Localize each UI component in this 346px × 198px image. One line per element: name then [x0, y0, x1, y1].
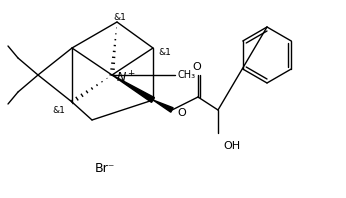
Text: $N^+$: $N^+$	[116, 70, 136, 86]
Text: O: O	[177, 108, 186, 118]
Text: &1: &1	[113, 12, 126, 22]
Polygon shape	[112, 75, 154, 102]
Text: OH: OH	[223, 141, 240, 151]
Text: CH₃: CH₃	[178, 70, 196, 80]
Text: O: O	[193, 62, 201, 72]
Text: Br⁻: Br⁻	[95, 162, 115, 174]
Text: &1: &1	[52, 106, 65, 114]
Polygon shape	[153, 100, 173, 112]
Text: &1: &1	[158, 48, 171, 56]
